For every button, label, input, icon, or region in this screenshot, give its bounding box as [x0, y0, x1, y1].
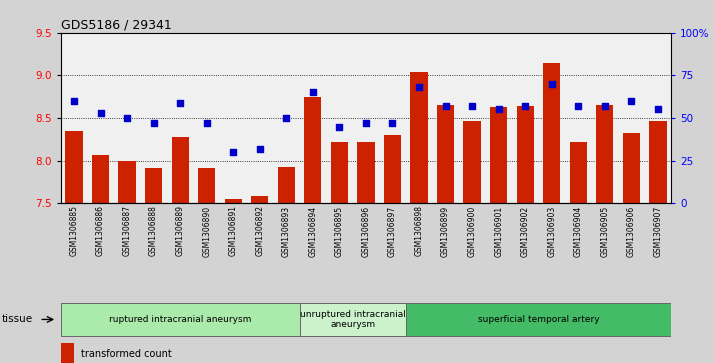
Point [174, 100, 186, 106]
Bar [411, 72, 428, 203]
Text: GSM1306891: GSM1306891 [228, 205, 238, 256]
Text: GSM1306887: GSM1306887 [123, 205, 131, 256]
Point [413, 84, 425, 90]
Text: GSM1306903: GSM1306903 [547, 205, 556, 257]
Bar [490, 107, 507, 203]
Text: GSM1306902: GSM1306902 [521, 205, 530, 257]
Point [387, 120, 398, 126]
Bar [61, 343, 74, 363]
FancyBboxPatch shape [406, 303, 671, 336]
Point [281, 115, 292, 121]
Text: transformed count: transformed count [81, 349, 171, 359]
Point [520, 103, 531, 109]
FancyBboxPatch shape [61, 303, 300, 336]
Point [307, 89, 318, 95]
Bar [331, 142, 348, 203]
Point [201, 120, 212, 126]
Point [440, 103, 451, 109]
Bar [304, 97, 321, 203]
Point [546, 81, 558, 87]
Text: GSM1306896: GSM1306896 [361, 205, 371, 257]
Text: unruptured intracranial
aneurysm: unruptured intracranial aneurysm [300, 310, 406, 329]
Text: GSM1306889: GSM1306889 [176, 205, 185, 256]
Point [625, 98, 637, 104]
Text: GSM1306897: GSM1306897 [388, 205, 397, 257]
Bar [463, 121, 481, 203]
Text: GSM1306892: GSM1306892 [256, 205, 264, 256]
Bar [516, 106, 534, 203]
Text: GSM1306898: GSM1306898 [415, 205, 423, 256]
Point [95, 110, 106, 116]
Text: ruptured intracranial aneurysm: ruptured intracranial aneurysm [109, 315, 251, 324]
Text: superficial temporal artery: superficial temporal artery [478, 315, 599, 324]
Point [652, 106, 663, 112]
Text: GSM1306885: GSM1306885 [69, 205, 79, 256]
Bar [384, 135, 401, 203]
Text: GSM1306894: GSM1306894 [308, 205, 317, 257]
Point [573, 103, 584, 109]
Bar [251, 196, 268, 203]
Point [254, 146, 266, 152]
Bar [623, 133, 640, 203]
Text: GSM1306904: GSM1306904 [574, 205, 583, 257]
Bar [357, 142, 375, 203]
Text: GSM1306905: GSM1306905 [600, 205, 609, 257]
FancyBboxPatch shape [300, 303, 406, 336]
Bar [92, 155, 109, 203]
Bar [171, 137, 188, 203]
Text: tissue: tissue [1, 314, 33, 325]
Text: GSM1306893: GSM1306893 [282, 205, 291, 257]
Bar [145, 168, 162, 203]
Point [69, 98, 80, 104]
Bar [198, 168, 216, 203]
Text: GDS5186 / 29341: GDS5186 / 29341 [61, 18, 171, 31]
Bar [543, 62, 560, 203]
Text: GSM1306899: GSM1306899 [441, 205, 450, 257]
Bar [278, 167, 295, 203]
Bar [437, 105, 454, 203]
Text: GSM1306888: GSM1306888 [149, 205, 158, 256]
Text: GSM1306900: GSM1306900 [468, 205, 476, 257]
Text: GSM1306906: GSM1306906 [627, 205, 636, 257]
Text: GSM1306901: GSM1306901 [494, 205, 503, 257]
Bar [119, 162, 136, 203]
Point [599, 103, 610, 109]
Point [493, 106, 504, 112]
Text: GSM1306895: GSM1306895 [335, 205, 344, 257]
Bar [225, 199, 242, 203]
Point [360, 120, 371, 126]
Point [228, 149, 239, 155]
Bar [570, 142, 587, 203]
Text: GSM1306907: GSM1306907 [653, 205, 663, 257]
Bar [596, 105, 613, 203]
Bar [649, 121, 666, 203]
Point [121, 115, 133, 121]
Point [333, 123, 345, 129]
Point [466, 103, 478, 109]
Text: GSM1306890: GSM1306890 [202, 205, 211, 257]
Bar [66, 131, 83, 203]
Text: GSM1306886: GSM1306886 [96, 205, 105, 256]
Point [148, 120, 159, 126]
